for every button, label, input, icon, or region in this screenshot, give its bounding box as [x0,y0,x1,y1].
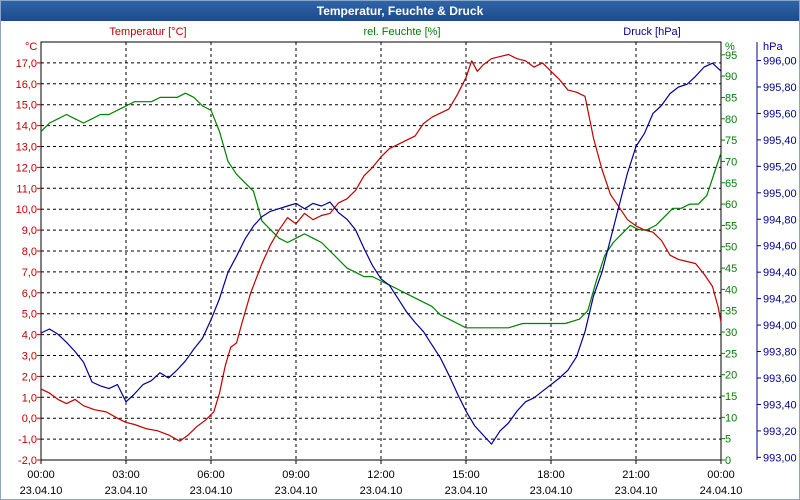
humidity-tick-label: 60 [725,199,737,211]
pressure-tick-label: 993,60 [763,373,797,385]
temp-tick-label: 1,0 [22,392,37,404]
temp-tick-label: 13,0 [16,142,37,154]
humidity-unit-label: % [725,41,735,53]
temp-tick-label: 9,0 [22,225,37,237]
temp-tick-label: 8,0 [22,246,37,258]
temp-tick-label: 12,0 [16,162,37,174]
temp-tick-label: 10,0 [16,204,37,216]
x-tick-label-date: 24.04.10 [700,485,743,497]
x-tick-label-time: 09:00 [282,469,310,481]
temp-tick-label: 14,0 [16,121,37,133]
temp-tick-label: 4,0 [22,330,37,342]
humidity-line [40,92,722,329]
humidity-tick-label: 40 [725,284,737,296]
temp-unit-label: °C [25,41,37,53]
x-tick-label-time: 00:00 [707,469,735,481]
x-tick-label-date: 23.04.10 [445,485,488,497]
x-tick-label-date: 23.04.10 [530,485,573,497]
temp-tick-label: 6,0 [22,288,37,300]
pressure-tick-label: 995,00 [763,188,797,200]
x-tick-label-date: 23.04.10 [190,485,233,497]
x-tick-label-time: 15:00 [452,469,480,481]
pressure-tick-label: 993,80 [763,347,797,359]
temperature-line [40,53,722,442]
x-tick-label-date: 23.04.10 [275,485,318,497]
humidity-tick-label: 35 [725,306,737,318]
humidity-tick-label: 50 [725,242,737,254]
temp-tick-label: 11,0 [16,183,37,195]
pressure-tick-label: 994,40 [763,267,797,279]
x-tick-label-date: 23.04.10 [20,485,63,497]
pressure-tick-label: 995,40 [763,135,797,147]
pressure-tick-label: 993,20 [763,426,797,438]
humidity-tick-label: 10 [725,412,737,424]
humidity-tick-label: 80 [725,114,737,126]
x-tick-label-time: 18:00 [537,469,565,481]
pressure-tick-label: 995,80 [763,82,797,94]
temp-tick-label: 3,0 [22,351,37,363]
humidity-tick-label: 95 [725,50,737,62]
humidity-tick-label: 0 [725,455,731,467]
temp-tick-label: -1,0 [18,434,37,446]
pressure-tick-label: 994,60 [763,241,797,253]
humidity-tick-label: 25 [725,348,737,360]
humidity-tick-label: 5 [725,434,731,446]
pressure-unit-label: hPa [763,41,783,53]
temp-tick-label: 0,0 [22,413,37,425]
humidity-tick-label: 55 [725,220,737,232]
temp-tick-label: 5,0 [22,309,37,321]
temp-axis-title: Temperatur [°C] [109,26,186,38]
pressure-tick-label: 996,00 [763,56,797,68]
humidity-tick-label: 45 [725,263,737,275]
window-title: Temperatur, Feuchte & Druck [1,1,799,21]
temp-tick-label: -2,0 [18,455,37,467]
humidity-tick-label: 75 [725,135,737,147]
humidity-tick-label: 70 [725,156,737,168]
humidity-tick-label: 65 [725,178,737,190]
pressure-tick-label: 995,20 [763,161,797,173]
temp-tick-label: 16,0 [16,79,37,91]
pressure-tick-label: 993,40 [763,399,797,411]
temp-tick-label: 17,0 [16,58,37,70]
pressure-line [40,62,722,445]
temp-tick-label: 15,0 [16,100,37,112]
humidity-tick-label: 15 [725,391,737,403]
x-tick-label-date: 23.04.10 [105,485,148,497]
humidity-axis-title: rel. Feuchte [%] [363,26,440,38]
pressure-tick-label: 993,00 [763,452,797,464]
x-tick-label-time: 21:00 [622,469,650,481]
pressure-tick-label: 995,60 [763,108,797,120]
humidity-tick-label: 30 [725,327,737,339]
x-tick-label-time: 06:00 [197,469,225,481]
pressure-tick-label: 994,00 [763,320,797,332]
x-tick-label-date: 23.04.10 [360,485,403,497]
temp-tick-label: 2,0 [22,371,37,383]
x-tick-label-date: 23.04.10 [615,485,658,497]
pressure-tick-label: 994,20 [763,294,797,306]
pressure-axis-title: Druck [hPa] [623,26,680,38]
pressure-tick-label: 994,80 [763,214,797,226]
x-tick-label-time: 12:00 [367,469,395,481]
humidity-tick-label: 20 [725,370,737,382]
temp-tick-label: 7,0 [22,267,37,279]
x-tick-label-time: 03:00 [112,469,140,481]
x-tick-label-time: 00:00 [27,469,55,481]
humidity-tick-label: 85 [725,92,737,104]
humidity-tick-label: 90 [725,71,737,83]
